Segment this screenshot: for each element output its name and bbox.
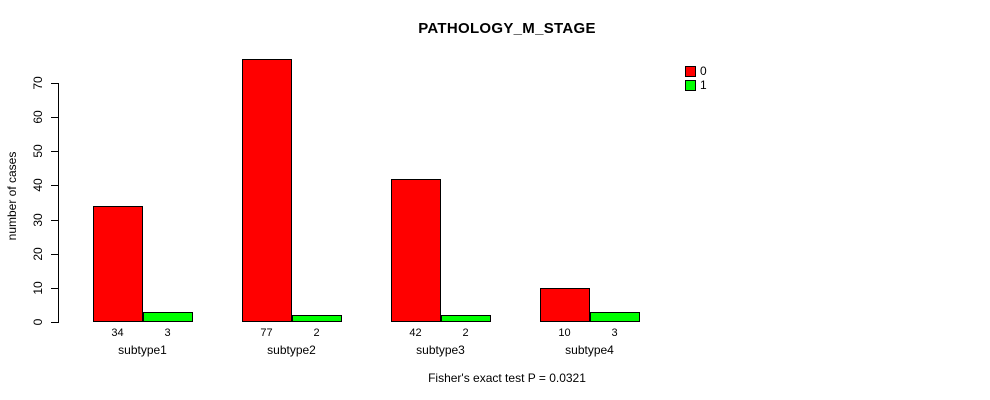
category-label-subtype3: subtype3 [416,343,465,357]
annotation-text: Fisher's exact test P = 0.0321 [428,371,586,385]
y-tick-label: 50 [31,144,45,158]
y-tick-mark [51,253,58,255]
bar-subtype2-series-0 [241,59,292,322]
legend-item-1: 1 [685,78,707,92]
legend-swatch-1 [685,80,696,91]
y-tick-label: 20 [31,247,45,261]
y-tick-label: 0 [31,318,45,326]
category-label-subtype4: subtype4 [565,343,614,357]
category-label-subtype1: subtype1 [118,343,167,357]
legend-label: 1 [700,78,707,92]
y-tick-mark [51,151,58,153]
bar-subtype1-series-1 [142,311,193,322]
y-tick-mark [51,219,58,221]
y-tick-label: 70 [31,76,45,90]
category-label-subtype2: subtype2 [267,343,316,357]
bar-subtype3-series-0 [390,178,441,322]
legend-label: 0 [700,64,707,78]
y-tick-label: 10 [31,281,45,295]
bar-subtype3-series-1 [440,315,491,322]
chart-title: PATHOLOGY_M_STAGE [418,20,596,37]
legend-swatch-0 [685,66,696,77]
bar-count-label: 42 [409,327,422,339]
y-tick-mark [51,322,58,323]
y-tick-mark [51,287,58,289]
bar-subtype4-series-0 [539,287,590,322]
bar-subtype2-series-1 [291,315,342,322]
bar-count-label: 2 [462,327,469,339]
y-tick-mark [51,185,58,187]
y-tick-label: 60 [31,110,45,124]
y-tick-label: 30 [31,212,45,227]
y-axis-label: number of cases [5,151,19,241]
bar-count-label: 3 [164,327,171,339]
y-tick-mark [51,83,58,84]
bar-count-label: 2 [313,327,320,339]
bar-count-label: 3 [611,327,618,339]
bar-count-label: 10 [558,327,571,339]
bar-count-label: 34 [111,327,124,339]
y-tick-label: 40 [31,178,45,193]
legend-item-0: 0 [685,64,707,78]
bar-subtype4-series-1 [589,311,640,322]
y-tick-mark [51,117,58,119]
bar-subtype1-series-0 [92,205,143,322]
bar-count-label: 77 [260,327,273,339]
y-axis-line [58,83,59,323]
